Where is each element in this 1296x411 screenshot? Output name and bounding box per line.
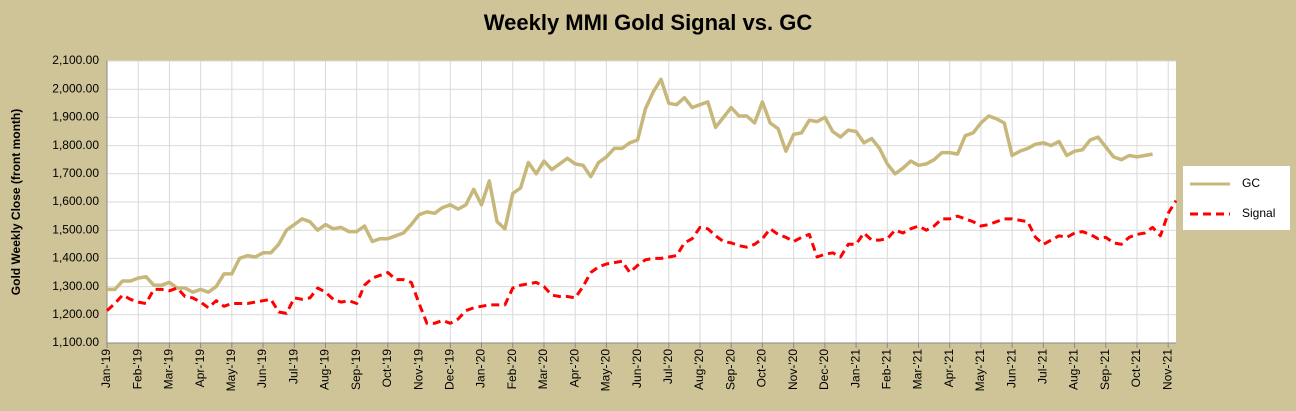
x-tick-label: Jun-'20 <box>630 349 644 388</box>
y-tick-label: 1,300.00 <box>52 279 99 293</box>
x-tick-label: Apr-'21 <box>942 349 956 388</box>
legend <box>1183 166 1290 230</box>
x-tick-label: Nov-'19 <box>411 349 425 390</box>
legend-label: GC <box>1242 176 1260 190</box>
x-tick-label: Dec-'20 <box>817 349 831 390</box>
x-tick-label: Oct-'21 <box>1129 349 1143 388</box>
x-tick-label: Sep-'19 <box>349 349 363 390</box>
x-tick-label: Nov-'20 <box>786 349 800 390</box>
x-tick-label: Apr-'19 <box>193 349 207 388</box>
y-tick-label: 1,200.00 <box>52 307 99 321</box>
x-tick-label: Sep-'20 <box>723 349 737 390</box>
legend-label: Signal <box>1242 206 1275 220</box>
x-tick-label: May-'21 <box>973 349 987 392</box>
chart-title: Weekly MMI Gold Signal vs. GC <box>484 10 813 35</box>
x-tick-label: Oct-'19 <box>380 349 394 388</box>
x-tick-label: May-'20 <box>599 349 613 392</box>
x-tick-label: Jul-'21 <box>1036 349 1050 384</box>
y-tick-label: 2,100.00 <box>52 53 99 67</box>
y-tick-label: 1,500.00 <box>52 222 99 236</box>
series-line <box>107 77 1153 294</box>
x-tick-label: May-'19 <box>224 349 238 392</box>
x-tick-label: Jan-'21 <box>848 349 862 388</box>
x-tick-label: Jul-'19 <box>286 349 300 384</box>
x-tick-label: Dec-'19 <box>443 349 457 390</box>
y-axis-title: Gold Weekly Close (front month) <box>9 109 23 295</box>
y-tick-label: 1,900.00 <box>52 110 99 124</box>
x-tick-label: Apr-'20 <box>567 349 581 388</box>
y-tick-label: 1,400.00 <box>52 251 99 265</box>
x-tick-label: Nov-'21 <box>1160 349 1174 390</box>
x-tick-label: Oct-'20 <box>755 349 769 388</box>
y-tick-label: 1,100.00 <box>52 335 99 349</box>
x-tick-label: Feb-'20 <box>505 349 519 390</box>
x-tick-label: Mar-'20 <box>536 349 550 390</box>
x-tick-label: Aug-'20 <box>692 349 706 390</box>
y-tick-label: 1,600.00 <box>52 194 99 208</box>
y-tick-label: 1,700.00 <box>52 166 99 180</box>
y-tick-label: 2,000.00 <box>52 81 99 95</box>
x-tick-label: Jan-'20 <box>474 349 488 388</box>
x-tick-label: Sep-'21 <box>1098 349 1112 390</box>
x-tick-label: Jun-'21 <box>1004 349 1018 388</box>
x-tick-label: Aug-'19 <box>318 349 332 390</box>
x-tick-label: Aug-'21 <box>1067 349 1081 390</box>
x-tick-label: Feb-'19 <box>130 349 144 390</box>
x-tick-label: Jan-'19 <box>99 349 113 388</box>
x-tick-label: Mar-'21 <box>911 349 925 390</box>
y-tick-label: 1,800.00 <box>52 138 99 152</box>
x-tick-label: Feb-'21 <box>879 349 893 390</box>
x-tick-label: Mar-'19 <box>162 349 176 390</box>
x-tick-label: Jun-'19 <box>255 349 269 388</box>
series-line <box>105 199 1178 325</box>
x-tick-label: Jul-'20 <box>661 349 675 384</box>
